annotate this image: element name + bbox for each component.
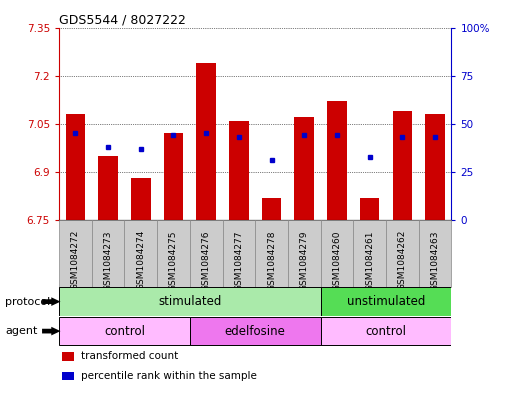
Text: edelfosine: edelfosine: [225, 325, 286, 338]
Bar: [124, 220, 157, 287]
Text: agent: agent: [5, 326, 37, 336]
Bar: [255, 220, 288, 287]
Bar: [288, 220, 321, 287]
Bar: [386, 220, 419, 287]
Bar: [98, 156, 118, 220]
Bar: [157, 220, 190, 287]
Text: GSM1084275: GSM1084275: [169, 230, 178, 290]
Bar: [360, 198, 380, 220]
Bar: [59, 220, 92, 287]
Bar: [62, 372, 74, 380]
Text: GSM1084272: GSM1084272: [71, 230, 80, 290]
Bar: [59, 287, 321, 316]
Bar: [59, 317, 190, 345]
Text: GSM1084276: GSM1084276: [202, 230, 211, 290]
Bar: [262, 198, 281, 220]
Bar: [164, 133, 183, 220]
Text: protocol: protocol: [5, 297, 50, 307]
Bar: [190, 220, 223, 287]
Bar: [294, 118, 314, 220]
Bar: [223, 220, 255, 287]
Text: GSM1084277: GSM1084277: [234, 230, 243, 290]
Text: control: control: [104, 325, 145, 338]
Text: unstimulated: unstimulated: [347, 295, 425, 308]
Bar: [131, 178, 150, 220]
Text: stimulated: stimulated: [158, 295, 222, 308]
Bar: [62, 352, 74, 361]
Bar: [196, 63, 216, 220]
Text: control: control: [366, 325, 406, 338]
Bar: [327, 101, 347, 220]
Text: GSM1084273: GSM1084273: [104, 230, 112, 290]
Text: GSM1084262: GSM1084262: [398, 230, 407, 290]
Bar: [425, 114, 445, 220]
Bar: [321, 317, 451, 345]
Bar: [321, 220, 353, 287]
Bar: [353, 220, 386, 287]
Bar: [392, 111, 412, 220]
Bar: [190, 317, 321, 345]
Text: GSM1084279: GSM1084279: [300, 230, 309, 290]
Bar: [92, 220, 125, 287]
Text: GSM1084278: GSM1084278: [267, 230, 276, 290]
Text: GSM1084263: GSM1084263: [430, 230, 440, 290]
Text: GDS5544 / 8027222: GDS5544 / 8027222: [59, 13, 186, 26]
Bar: [419, 220, 451, 287]
Text: transformed count: transformed count: [81, 351, 178, 362]
Bar: [66, 114, 85, 220]
Text: GSM1084261: GSM1084261: [365, 230, 374, 290]
Text: GSM1084260: GSM1084260: [332, 230, 342, 290]
Text: percentile rank within the sample: percentile rank within the sample: [81, 371, 257, 381]
Bar: [321, 287, 451, 316]
Text: GSM1084274: GSM1084274: [136, 230, 145, 290]
Bar: [229, 121, 249, 220]
